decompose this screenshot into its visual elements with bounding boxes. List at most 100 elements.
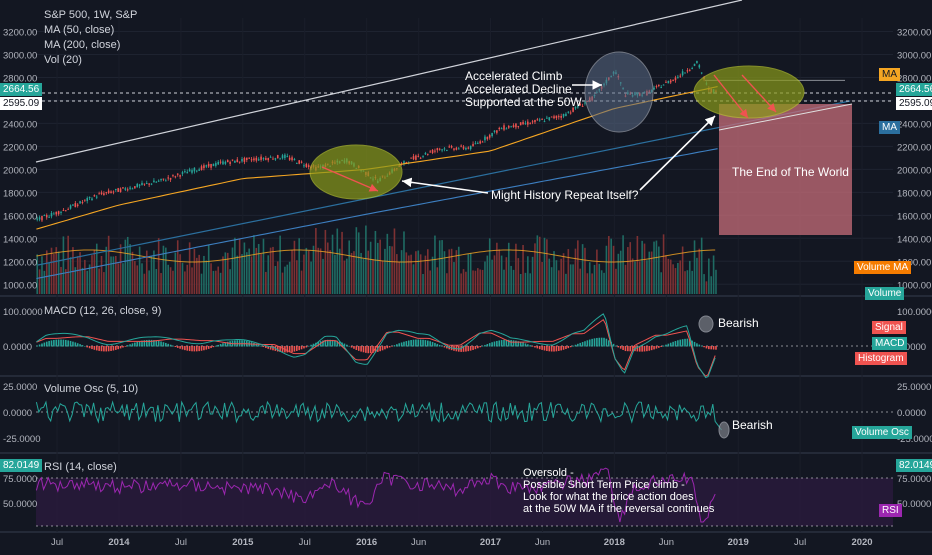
macd-histogram-bar [143, 340, 146, 347]
rsi-tick-label-left: 50.0000 [3, 499, 37, 510]
signal-tag: Signal [872, 321, 906, 334]
macd-histogram-bar [431, 342, 434, 347]
volume-bar [343, 260, 346, 294]
volume-bar [507, 242, 510, 294]
macd-histogram-bar [612, 343, 615, 347]
macd-histogram-bar [141, 340, 143, 347]
candle-body [126, 189, 129, 191]
volume-bar [303, 254, 305, 294]
volume-bar [634, 261, 636, 294]
volume-bar [157, 238, 160, 294]
macd-histogram-bar [267, 346, 270, 349]
volume-bar [198, 254, 200, 294]
macd-histogram-bar [434, 342, 436, 347]
candle-body [245, 157, 248, 160]
price-tick-label: 1200.00 [897, 257, 931, 268]
volume-bar [350, 252, 353, 294]
candle-body [174, 176, 177, 178]
volume-bar [136, 265, 139, 294]
macd-histogram-bar [469, 346, 472, 351]
candle-body [531, 121, 534, 123]
volume-bar [112, 256, 115, 294]
macd-histogram-bar [598, 337, 601, 347]
candle-body [150, 183, 153, 185]
candle-body [88, 196, 91, 199]
price-tick-label-left: 3000.00 [3, 50, 37, 61]
candle-body [474, 143, 477, 145]
macd-histogram-bar [67, 340, 69, 347]
volume-bar [86, 270, 89, 294]
macd-histogram-bar [93, 346, 96, 350]
macd-tick-label: 0.0000 [897, 342, 926, 353]
macd-histogram-bar [503, 339, 505, 347]
macd-histogram-bar [88, 346, 91, 349]
candle-body [517, 126, 520, 128]
volosc-bearish-marker [718, 421, 730, 439]
macd-histogram-bar [69, 340, 72, 347]
volume-bar [324, 229, 327, 294]
volume-bar [219, 272, 222, 294]
macd-histogram-bar [45, 341, 48, 347]
candle-body [677, 76, 679, 78]
volume-bar [465, 271, 467, 294]
macd-histogram-bar [296, 346, 298, 351]
volume-bar [150, 255, 153, 294]
note-bearish-volume: Bearish [732, 418, 773, 432]
macd-histogram-bar [584, 341, 586, 347]
candle-body [417, 155, 420, 157]
candle-body [581, 105, 584, 107]
candle-body [67, 208, 69, 210]
volume-bar [600, 270, 603, 294]
macd-tick-label-left: 0.0000 [3, 342, 32, 353]
candle-body [684, 72, 686, 74]
macd-histogram-bar [562, 346, 565, 350]
macd-histogram-bar [641, 346, 643, 352]
time-tick-label: 2016 [356, 537, 377, 548]
volume-bar [288, 261, 291, 294]
volume-bar [517, 258, 520, 294]
candle-body [84, 199, 86, 201]
volume-bar [567, 249, 570, 294]
volume-bar [462, 269, 465, 294]
macd-histogram-bar [417, 339, 420, 347]
macd-histogram-bar [460, 346, 462, 352]
volume-bar [641, 240, 643, 294]
macd-histogram-bar [669, 342, 672, 347]
macd-histogram-bar [467, 346, 470, 352]
candle-body [529, 123, 532, 125]
candle-body [484, 136, 486, 141]
candle-body [43, 215, 46, 217]
volume-bar [391, 246, 393, 294]
macd-histogram-bar [279, 346, 281, 352]
volume-bar [253, 235, 255, 294]
candle-body [553, 116, 555, 119]
macd-histogram-bar [369, 346, 372, 354]
volume-bar [400, 250, 403, 294]
volume-bar [53, 254, 55, 294]
volume-bar [200, 273, 203, 294]
volume-bar [60, 266, 62, 294]
macd-histogram-bar [405, 341, 408, 347]
macd-histogram-bar [57, 339, 60, 347]
volume-bar [291, 250, 293, 294]
volume-bar [160, 273, 162, 294]
candle-body [305, 163, 308, 167]
candle-body [462, 146, 465, 149]
macd-histogram-bar [615, 345, 617, 347]
volume-bar [172, 270, 174, 294]
volume-bar [431, 256, 434, 294]
candle-body [188, 169, 191, 172]
candle-body [412, 156, 415, 160]
volume-bar [624, 264, 627, 294]
candle-body [546, 117, 548, 119]
rsi-tick-label-left: 75.0000 [3, 474, 37, 485]
volume-bar [612, 245, 615, 294]
candle-body [131, 188, 134, 190]
volume-bar [441, 240, 443, 294]
candle-body [510, 126, 512, 128]
macd-histogram-bar [195, 346, 198, 352]
macd-histogram-bar [346, 344, 348, 347]
macd-histogram-bar [372, 346, 374, 353]
decline-arrow [321, 166, 379, 192]
